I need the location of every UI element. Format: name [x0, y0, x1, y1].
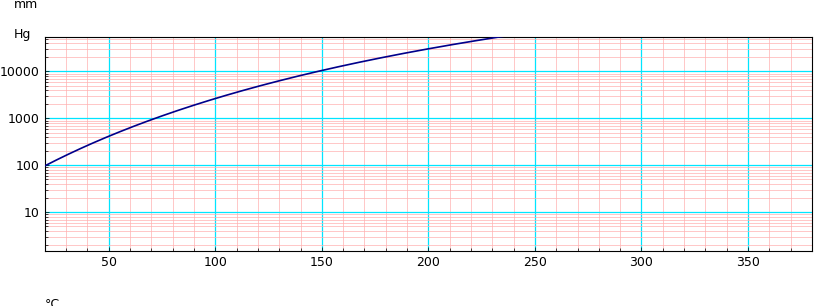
Text: mm: mm [14, 0, 38, 11]
Text: Hg: Hg [14, 28, 32, 41]
Text: °C: °C [45, 298, 60, 306]
